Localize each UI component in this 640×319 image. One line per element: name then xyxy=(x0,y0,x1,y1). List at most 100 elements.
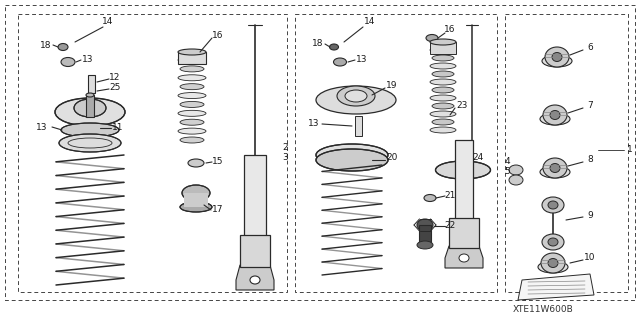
Ellipse shape xyxy=(432,87,454,93)
Text: 9: 9 xyxy=(587,211,593,219)
Ellipse shape xyxy=(345,90,367,102)
Ellipse shape xyxy=(542,234,564,250)
Ellipse shape xyxy=(86,93,94,97)
Text: 6: 6 xyxy=(587,43,593,53)
Text: 22: 22 xyxy=(444,220,456,229)
Text: 19: 19 xyxy=(387,80,397,90)
Ellipse shape xyxy=(548,258,558,268)
Bar xyxy=(86,95,94,117)
Text: 13: 13 xyxy=(36,122,48,131)
Ellipse shape xyxy=(432,71,454,77)
Polygon shape xyxy=(518,274,594,300)
Ellipse shape xyxy=(548,201,558,209)
Text: 3: 3 xyxy=(282,153,288,162)
Bar xyxy=(430,42,456,54)
Bar xyxy=(184,193,208,207)
Ellipse shape xyxy=(538,261,568,273)
Text: 10: 10 xyxy=(584,254,596,263)
Ellipse shape xyxy=(316,86,396,114)
Ellipse shape xyxy=(432,55,454,61)
Ellipse shape xyxy=(430,47,456,53)
Ellipse shape xyxy=(417,241,433,249)
Ellipse shape xyxy=(430,39,456,45)
Text: 14: 14 xyxy=(102,18,114,26)
Text: 18: 18 xyxy=(312,40,324,48)
Ellipse shape xyxy=(548,238,558,246)
Text: 23: 23 xyxy=(456,100,468,109)
Ellipse shape xyxy=(435,161,490,179)
Ellipse shape xyxy=(61,57,75,66)
Ellipse shape xyxy=(58,43,68,50)
Bar xyxy=(240,235,270,267)
Ellipse shape xyxy=(417,219,433,231)
Ellipse shape xyxy=(459,254,469,262)
Text: 18: 18 xyxy=(40,41,52,49)
Ellipse shape xyxy=(178,128,206,134)
Ellipse shape xyxy=(316,149,388,171)
Bar xyxy=(419,225,431,245)
Ellipse shape xyxy=(180,66,204,72)
Text: 17: 17 xyxy=(212,205,224,214)
Text: 4: 4 xyxy=(504,158,510,167)
Ellipse shape xyxy=(540,113,570,125)
Ellipse shape xyxy=(540,166,570,178)
Ellipse shape xyxy=(180,137,204,143)
Bar xyxy=(355,116,362,136)
Text: 16: 16 xyxy=(444,26,456,34)
Ellipse shape xyxy=(424,195,436,202)
Ellipse shape xyxy=(180,202,212,212)
Bar xyxy=(295,14,497,292)
Ellipse shape xyxy=(61,123,119,137)
Text: 14: 14 xyxy=(364,18,376,26)
Bar xyxy=(178,52,206,64)
Text: 12: 12 xyxy=(109,73,121,83)
Ellipse shape xyxy=(543,158,567,178)
Ellipse shape xyxy=(432,103,454,109)
Bar xyxy=(88,75,95,93)
Ellipse shape xyxy=(542,197,564,213)
Bar xyxy=(244,155,266,255)
Ellipse shape xyxy=(430,127,456,133)
Ellipse shape xyxy=(330,44,339,50)
Ellipse shape xyxy=(550,110,560,120)
Ellipse shape xyxy=(542,55,572,67)
Text: 24: 24 xyxy=(472,152,484,161)
Text: 13: 13 xyxy=(308,120,320,129)
Ellipse shape xyxy=(178,75,206,81)
Ellipse shape xyxy=(337,86,375,106)
Ellipse shape xyxy=(55,98,125,126)
Text: 21: 21 xyxy=(444,191,456,201)
Text: 15: 15 xyxy=(212,158,224,167)
Ellipse shape xyxy=(180,84,204,90)
Ellipse shape xyxy=(250,276,260,284)
Ellipse shape xyxy=(182,185,210,201)
Polygon shape xyxy=(236,265,274,290)
Ellipse shape xyxy=(543,105,567,125)
Ellipse shape xyxy=(541,253,565,273)
Text: 20: 20 xyxy=(387,153,397,162)
Ellipse shape xyxy=(316,144,388,166)
Ellipse shape xyxy=(74,99,106,117)
Ellipse shape xyxy=(550,164,560,173)
Ellipse shape xyxy=(178,93,206,99)
Text: 13: 13 xyxy=(356,56,368,64)
Ellipse shape xyxy=(430,111,456,117)
Text: 2: 2 xyxy=(282,143,288,152)
Ellipse shape xyxy=(430,63,456,69)
Ellipse shape xyxy=(509,165,523,175)
Ellipse shape xyxy=(430,95,456,101)
Text: 5: 5 xyxy=(504,167,510,176)
Ellipse shape xyxy=(545,47,569,67)
Bar xyxy=(18,14,287,292)
Ellipse shape xyxy=(178,110,206,116)
Bar xyxy=(449,218,479,248)
Polygon shape xyxy=(445,246,483,268)
Text: 16: 16 xyxy=(212,31,224,40)
Text: 11: 11 xyxy=(112,123,124,132)
Ellipse shape xyxy=(426,34,438,41)
Ellipse shape xyxy=(180,119,204,125)
Ellipse shape xyxy=(59,134,121,152)
Ellipse shape xyxy=(178,57,206,63)
Ellipse shape xyxy=(178,49,206,55)
Bar xyxy=(455,140,473,220)
